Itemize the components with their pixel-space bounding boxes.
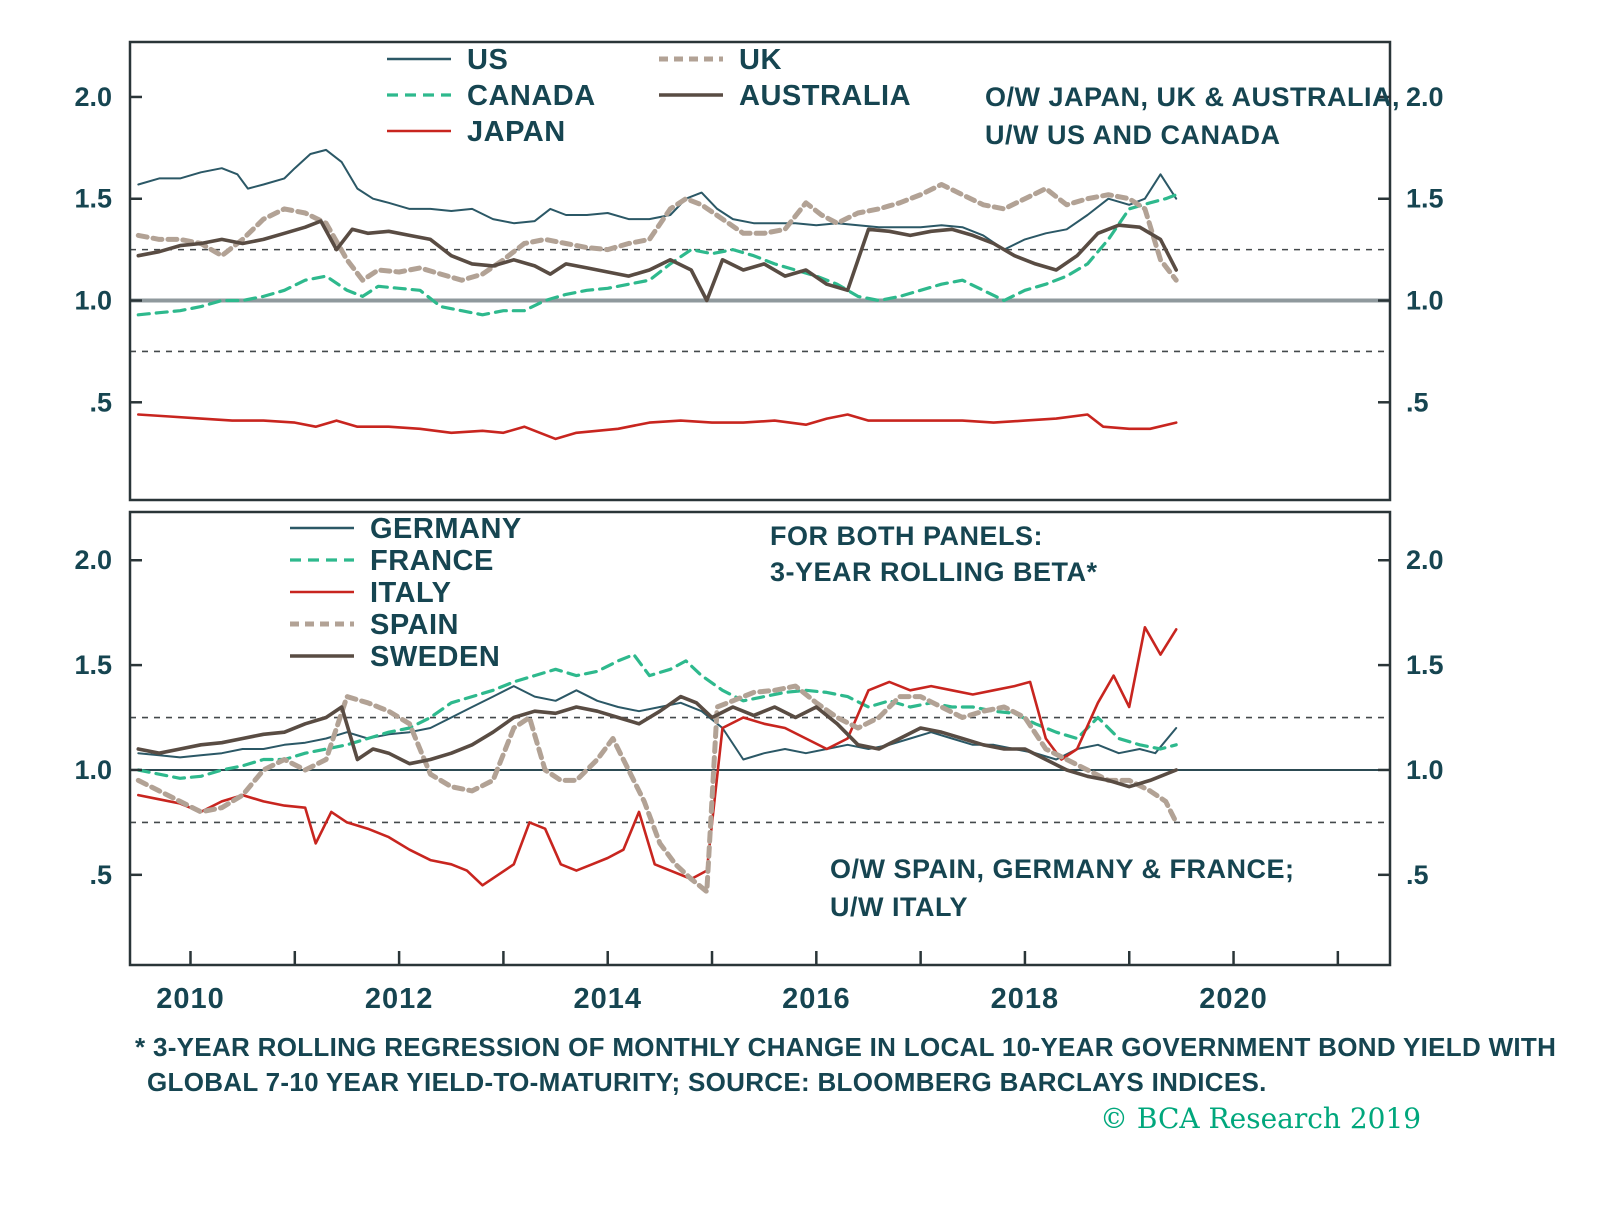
x-axis-label: 2014 (573, 983, 642, 1015)
y-axis-label: 1.0 (74, 286, 112, 316)
y-axis-label: 1.0 (74, 755, 112, 785)
legend-label-australia: AUSTRALIA (739, 79, 912, 112)
legend-label-canada: CANADA (467, 79, 596, 112)
y-axis-label: 2.0 (1406, 545, 1444, 575)
legend-label-uk: UK (739, 43, 782, 76)
annotation-line: U/W US AND CANADA (985, 120, 1281, 150)
legend-label-france: FRANCE (370, 544, 494, 577)
x-axis-label: 2020 (1199, 983, 1268, 1015)
legend-label-germany: GERMANY (370, 512, 522, 545)
legend-label-japan: JAPAN (467, 115, 566, 148)
legend-item-uk: UK (657, 43, 911, 76)
footnote-line-2: GLOBAL 7-10 YEAR YIELD-TO-MATURITY; SOUR… (147, 1067, 1267, 1097)
series-uk (135, 182, 1179, 283)
legend-item-italy: ITALY (288, 576, 522, 609)
legend-item-australia: AUSTRALIA (657, 79, 912, 112)
legend-item-france: FRANCE (288, 544, 522, 577)
legend-line-icon (290, 654, 354, 658)
y-axis-label: 1.5 (74, 650, 112, 680)
legend-item-sweden: SWEDEN (288, 640, 522, 673)
annotation-line: 3-YEAR ROLLING BETA* (770, 557, 1098, 587)
legend-swatch-spain (288, 616, 356, 634)
y-axis-label: .5 (89, 860, 112, 890)
legend-bottom-panel: GERMANY FRANCE ITALY SPAIN SWEDEN (288, 512, 522, 673)
y-axis-label: 2.0 (1406, 82, 1444, 112)
legend-swatch-japan (385, 123, 453, 141)
y-axis-label: .5 (1406, 860, 1429, 890)
legend-swatch-us (385, 51, 453, 69)
series-canada (136, 193, 1178, 317)
legend-item-japan: JAPAN (385, 115, 657, 148)
x-axis-label: 2016 (782, 983, 851, 1015)
annotation-both-panels: FOR BOTH PANELS: 3-YEAR ROLLING BETA* (770, 518, 1098, 590)
annotation-line: U/W ITALY (830, 892, 968, 922)
legend-line-icon (387, 93, 451, 97)
y-axis-label: 1.5 (1406, 650, 1444, 680)
legend-top-panel: US UK CANADA AUSTRALIA JAPAN (385, 43, 912, 148)
legend-swatch-france (288, 552, 356, 570)
legend-item-us: US (385, 43, 657, 76)
annotation-line: O/W SPAIN, GERMANY & FRANCE; (830, 854, 1295, 884)
panel-frame (128, 40, 1392, 502)
legend-label-italy: ITALY (370, 576, 452, 609)
legend-label-sweden: SWEDEN (370, 640, 501, 673)
series-spain (135, 683, 1179, 895)
y-axis-label: 1.5 (74, 184, 112, 214)
footnote-line-1: * 3-YEAR ROLLING REGRESSION OF MONTHLY C… (135, 1032, 1557, 1062)
series-italy (137, 625, 1178, 887)
series-france (136, 652, 1178, 780)
legend-label-us: US (467, 43, 509, 76)
annotation-top-right: O/W JAPAN, UK & AUSTRALIA, U/W US AND CA… (985, 78, 1400, 154)
legend-swatch-italy (288, 584, 356, 602)
x-axis-label: 2010 (156, 983, 225, 1015)
legend-line-icon (290, 590, 354, 594)
x-axis-label: 2012 (365, 983, 434, 1015)
legend-line-icon (659, 56, 723, 62)
legend-swatch-australia (657, 87, 725, 105)
legend-swatch-canada (385, 87, 453, 105)
annotation-line: O/W JAPAN, UK & AUSTRALIA, (985, 82, 1400, 112)
legend-line-icon (659, 93, 723, 97)
footnote: * 3-YEAR ROLLING REGRESSION OF MONTHLY C… (135, 1030, 1556, 1100)
series-japan (137, 413, 1178, 441)
y-axis-label: 1.0 (1406, 755, 1444, 785)
panel-frame (128, 510, 1392, 967)
annotation-bottom: O/W SPAIN, GERMANY & FRANCE; U/W ITALY (830, 850, 1295, 926)
y-axis-label: 1.5 (1406, 184, 1444, 214)
legend-swatch-germany (288, 520, 356, 538)
y-axis-label: .5 (1406, 387, 1429, 417)
y-axis-label: 2.0 (74, 545, 112, 575)
legend-item-spain: SPAIN (288, 608, 522, 641)
legend-item-canada: CANADA (385, 79, 657, 112)
credit: © BCA Research 2019 (1100, 1102, 1422, 1135)
legend-swatch-sweden (288, 648, 356, 666)
legend-item-germany: GERMANY (288, 512, 522, 545)
legend-line-icon (290, 621, 354, 627)
legend-line-icon (387, 57, 451, 61)
annotation-line: FOR BOTH PANELS: (770, 521, 1043, 551)
legend-line-icon (387, 129, 451, 133)
series-sweden (136, 694, 1178, 789)
series-australia (136, 219, 1178, 303)
legend-line-icon (290, 526, 354, 530)
y-axis-label: 1.0 (1406, 286, 1444, 316)
y-axis-label: 2.0 (74, 82, 112, 112)
legend-swatch-uk (657, 51, 725, 69)
legend-label-spain: SPAIN (370, 608, 459, 641)
x-axis-label: 2018 (991, 983, 1060, 1015)
legend-line-icon (290, 558, 354, 562)
y-axis-label: .5 (89, 387, 112, 417)
